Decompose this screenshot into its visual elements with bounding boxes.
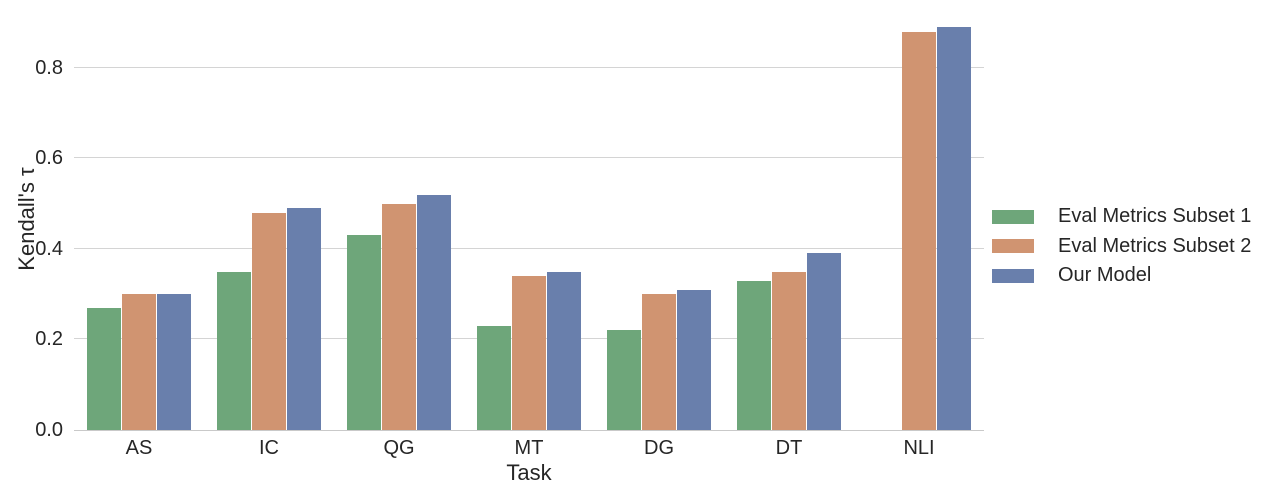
x-tick-label-NLI: NLI — [903, 437, 935, 459]
legend-label: Eval Metrics Subset 2 — [1058, 234, 1252, 257]
x-axis-line — [74, 430, 984, 431]
bar-NLI-series-2 — [902, 31, 936, 430]
y-tick-label-0.4: 0.4 — [35, 237, 63, 260]
bar-AS-series-1 — [87, 307, 121, 430]
bar-DG-series-1 — [607, 330, 641, 430]
legend: Eval Metrics Subset 1 Eval Metrics Subset… — [992, 202, 1251, 291]
bar-QG-series-2 — [382, 203, 416, 430]
bar-QG-series-1 — [347, 235, 381, 430]
legend-label: Eval Metrics Subset 1 — [1058, 205, 1252, 228]
plot-area — [74, 9, 984, 431]
gridline-y-0.6 — [74, 157, 984, 159]
bar-DT-series-2 — [772, 271, 806, 430]
y-tick-label-0.6: 0.6 — [35, 147, 63, 170]
x-tick-label-MT: MT — [514, 437, 544, 459]
bar-AS-series-3 — [157, 294, 191, 430]
bar-MT-series-2 — [512, 276, 546, 430]
y-tick-label-0.2: 0.2 — [35, 328, 63, 351]
bar-IC-series-3 — [287, 208, 321, 430]
y-tick-label-0.0: 0.0 — [35, 419, 63, 441]
x-tick-label-QG: QG — [383, 437, 415, 459]
bar-AS-series-2 — [122, 294, 156, 430]
y-axis-label: Kendall's τ — [14, 167, 39, 271]
x-axis-label: Task — [506, 460, 552, 485]
legend-item-3: Our Model — [992, 261, 1251, 291]
legend-swatch-icon — [992, 268, 1034, 283]
bar-IC-series-2 — [252, 212, 286, 430]
x-tick-label-DT: DT — [775, 437, 803, 459]
bar-DT-series-3 — [807, 253, 841, 430]
x-tick-label-AS: AS — [125, 437, 153, 459]
bar-QG-series-3 — [417, 194, 451, 430]
legend-item-2: Eval Metrics Subset 2 — [992, 232, 1251, 262]
bar-MT-series-1 — [477, 325, 511, 430]
bar-NLI-series-3 — [937, 27, 971, 430]
legend-label: Our Model — [1058, 264, 1152, 287]
bar-DG-series-3 — [677, 289, 711, 430]
bar-IC-series-1 — [217, 271, 251, 430]
bar-MT-series-3 — [547, 271, 581, 430]
legend-item-1: Eval Metrics Subset 1 — [992, 202, 1251, 232]
x-tick-label-IC: IC — [259, 437, 279, 459]
legend-swatch-icon — [992, 209, 1034, 224]
bar-DG-series-2 — [642, 294, 676, 430]
y-tick-label-0.8: 0.8 — [35, 56, 63, 79]
gridline-y-0.8 — [74, 66, 984, 68]
x-tick-label-DG: DG — [644, 437, 674, 459]
legend-swatch-icon — [992, 239, 1034, 254]
bar-DT-series-1 — [737, 280, 771, 430]
gridline-y-0.4 — [74, 247, 984, 249]
